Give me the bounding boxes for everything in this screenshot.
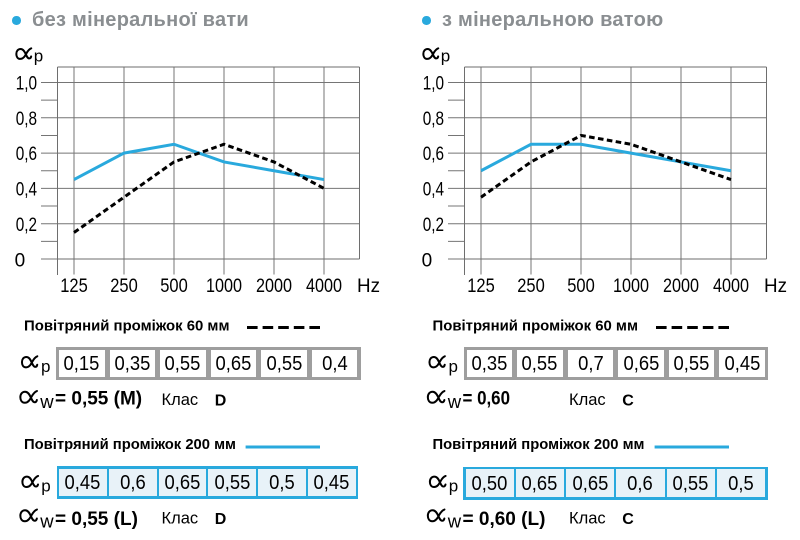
svg-text:1,0: 1,0 — [423, 74, 444, 95]
svg-text:2000: 2000 — [663, 276, 699, 297]
svg-text:Hz: Hz — [764, 276, 787, 297]
svg-text:4000: 4000 — [306, 276, 342, 297]
svg-text:= 0,55 (M): = 0,55 (M) — [55, 388, 142, 409]
svg-text:1,0: 1,0 — [16, 74, 37, 95]
svg-text:p: p — [41, 357, 50, 376]
svg-text:p: p — [34, 47, 43, 66]
svg-text:w: w — [39, 511, 54, 532]
svg-text:p: p — [449, 357, 458, 376]
svg-text:w: w — [447, 511, 462, 532]
svg-text:0,4: 0,4 — [423, 180, 445, 201]
svg-text:Клас: Клас — [569, 510, 606, 528]
svg-text:D: D — [215, 392, 227, 409]
svg-text:p: p — [41, 477, 50, 496]
svg-text:0,2: 0,2 — [16, 215, 37, 236]
svg-text:w: w — [447, 391, 462, 412]
svg-text:Клас: Клас — [162, 391, 199, 409]
svg-text:C: C — [622, 392, 634, 409]
svg-text:= 0,55 (L): = 0,55 (L) — [55, 509, 138, 530]
svg-text:Повітряний проміжок 200 мм: Повітряний проміжок 200 мм — [24, 436, 236, 453]
svg-text:250: 250 — [517, 276, 545, 297]
svg-text:0,6: 0,6 — [423, 144, 444, 165]
svg-text:500: 500 — [160, 276, 188, 297]
svg-text:0,2: 0,2 — [423, 215, 444, 236]
svg-text:0,8: 0,8 — [423, 109, 444, 130]
svg-text:0,4: 0,4 — [16, 180, 38, 201]
svg-text:125: 125 — [60, 276, 88, 297]
svg-text:0,6: 0,6 — [16, 144, 37, 165]
svg-text:0: 0 — [15, 251, 26, 272]
svg-text:Hz: Hz — [357, 276, 380, 297]
svg-text:4000: 4000 — [713, 276, 749, 297]
svg-text:2000: 2000 — [256, 276, 292, 297]
svg-text:= 0,60 (L): = 0,60 (L) — [463, 509, 546, 530]
svg-text:0: 0 — [422, 251, 433, 272]
svg-text:250: 250 — [110, 276, 138, 297]
svg-text:p: p — [441, 47, 450, 66]
svg-text:Повітряний проміжок 60 мм: Повітряний проміжок 60 мм — [24, 318, 230, 335]
svg-text:= 0,60: = 0,60 — [463, 388, 511, 409]
svg-text:C: C — [622, 511, 634, 528]
svg-text:Клас: Клас — [162, 510, 199, 528]
svg-text:w: w — [39, 391, 54, 412]
svg-text:Повітряний проміжок 200 мм: Повітряний проміжок 200 мм — [433, 436, 645, 453]
svg-text:1000: 1000 — [613, 276, 649, 297]
svg-text:Повітряний проміжок 60 мм: Повітряний проміжок 60 мм — [433, 318, 639, 335]
svg-text:Клас: Клас — [569, 391, 606, 409]
svg-text:p: p — [449, 477, 458, 496]
svg-text:D: D — [215, 511, 227, 528]
svg-text:1000: 1000 — [206, 276, 242, 297]
svg-text:125: 125 — [467, 276, 495, 297]
svg-text:0,8: 0,8 — [16, 109, 37, 130]
svg-text:500: 500 — [567, 276, 595, 297]
